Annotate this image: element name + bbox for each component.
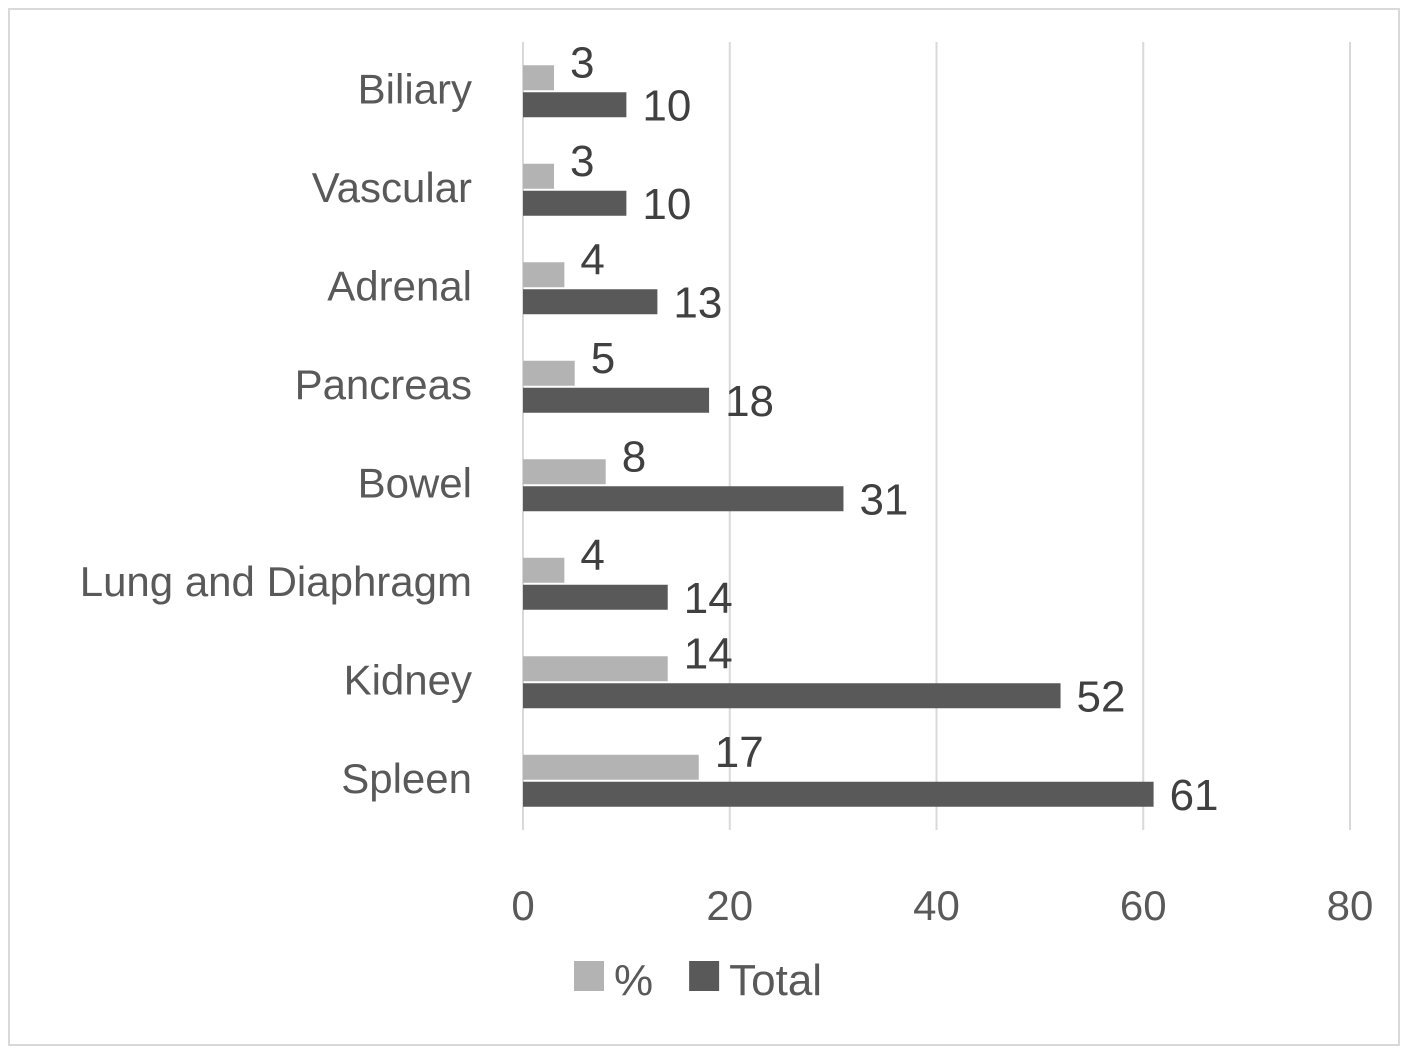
data-label-pct-lung-and-diaphragm: 4 — [580, 531, 604, 580]
data-label-total-lung-and-diaphragm: 14 — [684, 574, 733, 623]
bar-total-spleen — [523, 781, 1154, 807]
data-label-total-biliary: 10 — [642, 81, 691, 130]
bar-total-biliary — [523, 92, 627, 118]
data-label-total-pancreas: 18 — [725, 377, 774, 426]
x-tick-label-40: 40 — [913, 882, 960, 929]
legend-swatch-total — [689, 961, 720, 991]
chart-frame: Biliary Vascular Adrenal Pancreas Bowel Lung … — [8, 8, 1400, 1046]
data-label-total-vascular: 10 — [642, 180, 691, 229]
legend-label-pct: % — [614, 956, 653, 1005]
bar-total-adrenal — [523, 289, 658, 315]
bar-chart: Biliary Vascular Adrenal Pancreas Bowel Lung … — [80, 38, 1374, 1005]
data-label-total-spleen: 61 — [1170, 771, 1219, 820]
legend-label-total: Total — [729, 956, 822, 1005]
category-labels: Biliary Vascular Adrenal Pancreas Bowel Lung … — [80, 65, 472, 802]
data-label-pct-biliary: 3 — [570, 38, 594, 87]
data-label-pct-kidney: 14 — [684, 629, 733, 678]
bar-total-kidney — [523, 683, 1061, 709]
bar-pct-kidney — [523, 656, 668, 682]
bar-pct-spleen — [523, 754, 699, 780]
x-tick-label-20: 20 — [706, 882, 753, 929]
bar-total-vascular — [523, 190, 627, 216]
bar-total-pancreas — [523, 387, 710, 413]
data-label-pct-pancreas: 5 — [591, 334, 615, 383]
bars — [523, 65, 1154, 807]
data-label-pct-vascular: 3 — [570, 137, 594, 186]
data-label-pct-adrenal: 4 — [580, 235, 604, 284]
category-label-lung-and-diaphragm: Lung and Diaphragm — [80, 558, 472, 605]
bar-pct-vascular — [523, 163, 555, 189]
legend: % Total — [574, 956, 822, 1005]
gridlines — [522, 42, 1351, 830]
category-label-vascular: Vascular — [312, 164, 472, 211]
x-tick-label-0: 0 — [511, 882, 534, 929]
category-label-spleen: Spleen — [341, 755, 472, 802]
data-label-pct-bowel: 8 — [622, 432, 646, 481]
x-tick-label-60: 60 — [1120, 882, 1167, 929]
category-label-adrenal: Adrenal — [327, 262, 472, 309]
bar-pct-biliary — [523, 65, 555, 91]
bar-total-bowel — [523, 486, 844, 512]
category-label-pancreas: Pancreas — [295, 361, 472, 408]
legend-swatch-pct — [574, 961, 604, 991]
category-label-biliary: Biliary — [358, 65, 472, 112]
x-tick-label-80: 80 — [1327, 882, 1374, 929]
data-labels: 3 10 3 10 4 13 5 18 8 31 4 14 14 52 17 61 — [570, 38, 1219, 820]
bar-pct-lung-and-diaphragm — [523, 557, 565, 583]
bar-pct-bowel — [523, 459, 606, 485]
x-tick-labels: 0 20 40 60 80 — [511, 882, 1373, 929]
bar-total-lung-and-diaphragm — [523, 584, 668, 610]
data-label-pct-spleen: 17 — [715, 728, 764, 777]
category-label-kidney: Kidney — [344, 656, 472, 703]
category-label-bowel: Bowel — [358, 459, 472, 506]
data-label-total-bowel: 31 — [859, 475, 908, 524]
bar-pct-adrenal — [523, 262, 565, 288]
data-label-total-kidney: 52 — [1077, 672, 1126, 721]
bar-pct-pancreas — [523, 360, 575, 386]
data-label-total-adrenal: 13 — [673, 278, 722, 327]
